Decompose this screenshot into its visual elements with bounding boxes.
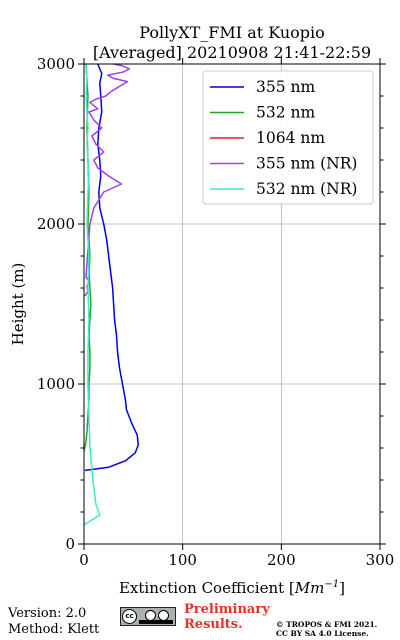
legend-label: 355 nm (NR) [256,155,357,173]
version-text: Version: 2.0 [8,606,87,621]
preliminary-line1: Preliminary [184,602,270,617]
legend-label: 532 nm [256,104,315,122]
method-text: Method: Klett [8,622,100,637]
y-tick-label: 0 [65,535,75,553]
cc-icon: cc [122,609,137,624]
series-line-355-nm-nr- [84,63,131,297]
chart-title-line2: [Averaged] 20210908 21:41-22:59 [93,43,371,62]
y-axis-label: Height (m) [9,263,27,346]
badge-strip [139,620,173,624]
series-line-532-nm-nr- [83,63,101,526]
axes-frame [83,63,381,545]
x-tick-label: 300 [366,551,395,569]
y-tick-label: 2000 [37,215,75,233]
preliminary-notice: Preliminary Results. [184,602,270,632]
plot-series [83,63,140,526]
x-tick-label: 200 [267,551,296,569]
cc-by-sa-logo: cc [120,607,176,626]
copyright-notice: © TROPOS & FMI 2021. CC BY SA 4.0 Licens… [276,620,377,638]
legend-label: 355 nm [256,78,315,96]
x-tick-label: 100 [168,551,197,569]
x-tick-label: 0 [79,551,89,569]
legend-label: 532 nm (NR) [256,180,357,198]
version-info: Version: 2.0 Method: Klett [8,606,99,638]
x-axis-label: Extinction Coefficient [Mm−1] [119,579,345,597]
legend: 355 nm 532 nm 1064 nm 355 nm (NR) 532 nm (NR… [202,70,374,205]
y-tick-label: 3000 [37,55,75,73]
legend-label: 1064 nm [256,129,325,147]
copyright-line2: CC BY SA 4.0 License. [276,629,369,638]
preliminary-line2: Results. [184,617,243,632]
legend-box [202,70,374,205]
series-line-355-nm [84,63,140,472]
copyright-line1: © TROPOS & FMI 2021. [276,620,378,629]
y-tick-label: 1000 [37,375,75,393]
chart-title-line1: PollyXT_FMI at Kuopio [139,23,325,42]
